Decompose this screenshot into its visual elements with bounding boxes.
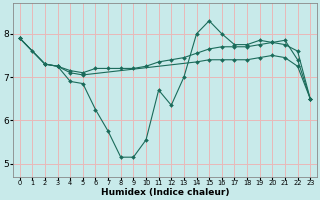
X-axis label: Humidex (Indice chaleur): Humidex (Indice chaleur) — [101, 188, 229, 197]
